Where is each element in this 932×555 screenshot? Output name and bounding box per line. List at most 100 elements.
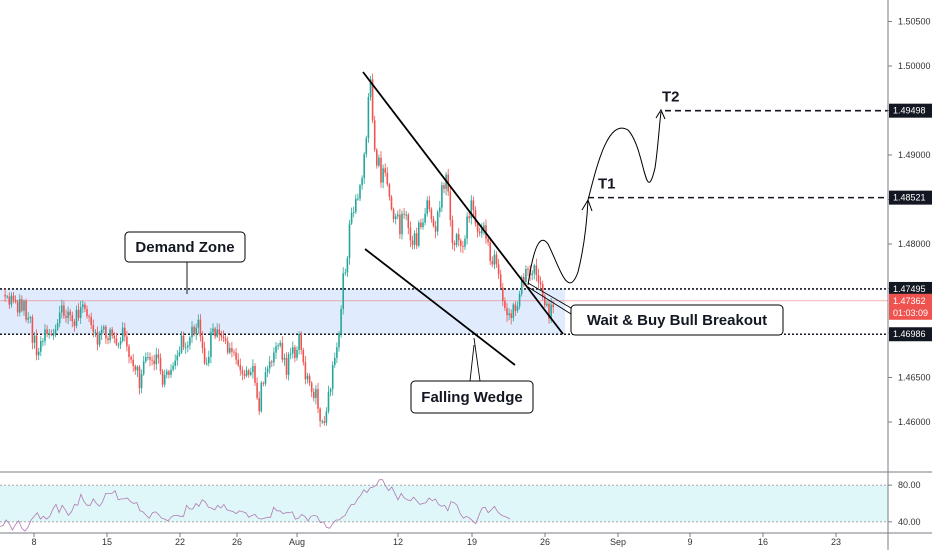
- candle[interactable]: [178, 346, 181, 358]
- candle[interactable]: [44, 324, 46, 346]
- candle[interactable]: [16, 299, 19, 317]
- candle[interactable]: [10, 292, 13, 308]
- candle[interactable]: [82, 300, 84, 314]
- candle[interactable]: [313, 388, 315, 402]
- candle[interactable]: [180, 331, 183, 355]
- candle[interactable]: [474, 206, 477, 227]
- candle[interactable]: [483, 221, 485, 236]
- candle[interactable]: [380, 151, 382, 188]
- candle[interactable]: [103, 324, 105, 333]
- candle[interactable]: [275, 341, 277, 360]
- candle[interactable]: [252, 359, 254, 379]
- callout-breakout[interactable]: Wait & Buy Bull Breakout: [527, 286, 784, 336]
- candle[interactable]: [199, 314, 202, 342]
- candle[interactable]: [52, 328, 55, 341]
- candle[interactable]: [527, 266, 529, 277]
- candle[interactable]: [338, 331, 340, 352]
- candle[interactable]: [544, 294, 546, 308]
- candle[interactable]: [214, 326, 216, 340]
- candle[interactable]: [224, 335, 227, 345]
- candle[interactable]: [535, 258, 538, 282]
- candle[interactable]: [363, 152, 365, 184]
- candle[interactable]: [109, 327, 111, 344]
- candle[interactable]: [523, 273, 525, 288]
- candle[interactable]: [58, 305, 61, 328]
- candle[interactable]: [424, 207, 426, 226]
- candle[interactable]: [403, 208, 405, 219]
- candle[interactable]: [117, 342, 120, 349]
- candle[interactable]: [283, 353, 286, 366]
- candle[interactable]: [413, 230, 416, 250]
- candle[interactable]: [37, 348, 40, 360]
- candle[interactable]: [56, 319, 59, 331]
- candle[interactable]: [371, 73, 374, 124]
- candle[interactable]: [245, 366, 248, 378]
- candle[interactable]: [136, 365, 139, 377]
- candle[interactable]: [308, 373, 311, 387]
- candle[interactable]: [336, 342, 338, 363]
- candle[interactable]: [111, 327, 113, 339]
- candle[interactable]: [510, 309, 512, 325]
- candle[interactable]: [405, 210, 407, 221]
- candle[interactable]: [359, 183, 361, 202]
- candle[interactable]: [548, 300, 550, 324]
- candle[interactable]: [46, 325, 48, 338]
- candle[interactable]: [14, 295, 17, 304]
- candle[interactable]: [4, 288, 6, 302]
- candle[interactable]: [298, 331, 300, 355]
- candle[interactable]: [90, 312, 92, 330]
- candle[interactable]: [365, 135, 368, 158]
- candle[interactable]: [262, 381, 265, 387]
- callout-demand-zone[interactable]: Demand Zone: [124, 231, 246, 294]
- candle[interactable]: [357, 193, 359, 201]
- candle[interactable]: [481, 223, 483, 238]
- candle[interactable]: [145, 352, 147, 364]
- candle[interactable]: [231, 341, 233, 358]
- candle[interactable]: [434, 220, 437, 239]
- candle[interactable]: [63, 300, 65, 319]
- candle[interactable]: [126, 330, 128, 352]
- candle[interactable]: [367, 93, 370, 143]
- candle[interactable]: [212, 323, 214, 336]
- candle[interactable]: [115, 333, 118, 347]
- candle[interactable]: [229, 342, 231, 355]
- candle[interactable]: [40, 336, 42, 357]
- candle[interactable]: [491, 256, 494, 268]
- candle[interactable]: [415, 227, 418, 250]
- candle[interactable]: [220, 330, 223, 341]
- candle[interactable]: [161, 369, 164, 388]
- candle[interactable]: [539, 276, 542, 290]
- candle[interactable]: [166, 368, 168, 379]
- candle[interactable]: [497, 259, 500, 279]
- candle[interactable]: [407, 212, 410, 235]
- candle[interactable]: [98, 331, 101, 348]
- candle[interactable]: [426, 196, 428, 217]
- candle[interactable]: [373, 115, 376, 153]
- candle[interactable]: [172, 362, 174, 372]
- candle[interactable]: [506, 303, 508, 322]
- candle[interactable]: [27, 312, 29, 324]
- candle[interactable]: [174, 354, 176, 370]
- candle[interactable]: [495, 251, 498, 268]
- candle[interactable]: [478, 227, 481, 237]
- candle[interactable]: [537, 268, 540, 289]
- candle[interactable]: [184, 342, 187, 354]
- candle[interactable]: [163, 369, 166, 388]
- candle[interactable]: [31, 314, 34, 350]
- candle[interactable]: [153, 354, 155, 371]
- candle[interactable]: [287, 352, 290, 381]
- candle[interactable]: [310, 381, 313, 398]
- candle[interactable]: [250, 367, 252, 377]
- candle[interactable]: [294, 344, 296, 363]
- candle[interactable]: [525, 265, 527, 285]
- candle[interactable]: [382, 164, 384, 189]
- candle[interactable]: [292, 341, 294, 359]
- candle[interactable]: [436, 210, 439, 236]
- candle[interactable]: [457, 228, 460, 247]
- candle[interactable]: [306, 372, 309, 384]
- candle[interactable]: [132, 354, 134, 372]
- candle[interactable]: [472, 196, 475, 217]
- candle[interactable]: [531, 270, 533, 281]
- candle[interactable]: [470, 195, 473, 225]
